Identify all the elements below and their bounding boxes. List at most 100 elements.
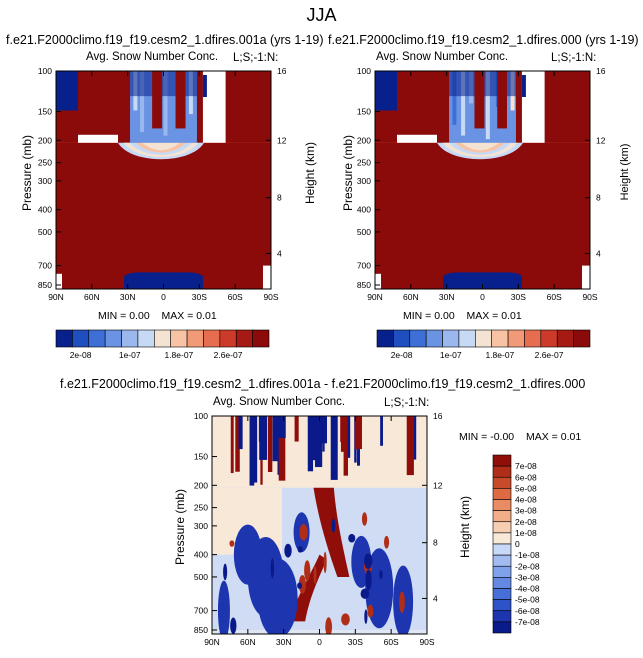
min-value: 0.00 [434,310,455,322]
upper-streak [238,416,243,450]
y-tick-label: 100 [194,411,208,421]
upper-streak [406,416,414,476]
y-tick-label: 850 [194,625,208,635]
colorbar-label: 4e-08 [515,495,537,505]
colorbar-cell [55,329,73,348]
colorbar-label: -1e-08 [515,550,540,560]
colorbar-label: 2.6e-07 [214,350,243,360]
bottom-mask-sh [263,265,271,289]
colorbar-cell [492,621,512,634]
max-value: 0.01 [196,310,217,322]
upper-streak [343,416,348,476]
panel-right-units-label: L;S;-1:N: [551,52,597,64]
colorbar-cell [121,329,139,348]
colorbar-label: 6e-08 [515,472,537,482]
colorbar-cell [492,577,512,589]
y-tick-label: 500 [38,227,52,237]
max-label: MAX = [161,310,194,322]
y-tick-label: 250 [357,158,371,168]
small-blob [399,591,405,613]
colorbar-cell [491,329,509,348]
x-tick-label: 0 [317,637,322,647]
small-blob [298,575,306,594]
colorbar-cell [492,588,512,600]
y2-tick-label: 16 [277,66,287,76]
colorbar-label: 1e-08 [515,528,537,538]
upper-streak [380,416,383,446]
colorbar-cell [252,329,270,348]
y-tick-label: 100 [38,66,52,76]
upper-streak [354,416,362,450]
colorbar-label: 2e-08 [515,517,537,527]
low-level-blue [124,272,203,289]
colorbar-cell [556,329,574,348]
colorbar-cell [88,329,106,348]
small-blob [348,533,356,543]
colorbar-label: 1.8e-07 [485,350,514,360]
x-tick-label: 30N [276,637,292,647]
y-tick-label: 150 [357,107,371,117]
y-tick-label: 400 [357,205,371,215]
y-tick-label: 150 [38,107,52,117]
panel-right-plot: 90N 60N 30N 0 30S 60S 90S 100 150 200 250 300 400 500… [357,66,606,302]
small-blob [363,553,373,569]
small-blob [331,518,336,533]
colorbar-label: 0 [515,539,520,549]
colorbar-cell [492,510,512,523]
contour-band-tropics [461,142,499,151]
colorbar-cell [492,565,512,578]
colorbar-cell [492,554,512,567]
colorbar-cell [72,329,90,348]
x-tick-label: 60S [547,292,562,302]
y-tick-label: 250 [38,158,52,168]
small-blob [365,569,372,591]
strat-pillar [152,71,163,129]
small-blob [360,588,370,599]
colorbar-right: 2e-08 1e-07 1.8e-07 2.6e-07 [376,329,591,360]
contour-band-nh [56,142,118,229]
strat-blue-nh [375,71,397,111]
min-label: MIN = [459,431,488,443]
y-tick-label: 100 [357,66,371,76]
colorbar-cell [492,476,512,489]
strat-pillar [474,71,485,129]
upper-streak [250,416,258,483]
strat-blue-nh [56,71,78,111]
panel-diff-plot: 90N 60N 30N 0 30S 60S 90S 100 150 200 250 300 400 500… [194,411,443,647]
heatmap-field [212,416,427,634]
y-tick-label: 500 [194,572,208,582]
colorbar-label: 1.8e-07 [164,350,193,360]
x-tick-label: 60N [240,637,256,647]
y-tick-label: 150 [194,452,208,462]
blue-blob [257,558,298,634]
colorbar-cell [540,329,558,348]
x-tick-label: 90N [48,292,64,302]
colorbar-label: -4e-08 [515,584,540,594]
low-level-blue [443,272,522,289]
y-tick-label: 850 [357,280,371,290]
y-tick-label: 400 [194,550,208,560]
y-tick-label: 500 [357,227,371,237]
colorbar-cell [507,329,525,348]
colorbar-label: -5e-08 [515,595,540,605]
panel-diff-minmax: MIN = -0.00 MAX = 0.01 [459,431,581,443]
heatmap-field [56,71,271,289]
contour-band-nh [375,142,437,229]
colorbars: 2e-08 1e-07 1.8e-07 2.6e-07 2e-08 1e-07 1.8e-0… [55,329,591,634]
upper-streak [278,416,286,481]
small-blob [229,540,235,547]
upper-streak [235,416,240,472]
colorbar-cell [409,329,427,348]
small-blob [297,546,303,553]
colorbar-cell [492,521,512,534]
x-tick-label: 0 [161,292,166,302]
y2-tick-label: 4 [596,248,601,258]
upper-streak [272,416,280,462]
colorbar-label: 3e-08 [515,506,537,516]
x-tick-label: 60N [84,292,100,302]
y-tick-label: 250 [194,503,208,513]
y2-tick-label: 12 [596,135,606,145]
strat-pillar [175,71,186,129]
colorbar-label: 7e-08 [515,461,537,471]
